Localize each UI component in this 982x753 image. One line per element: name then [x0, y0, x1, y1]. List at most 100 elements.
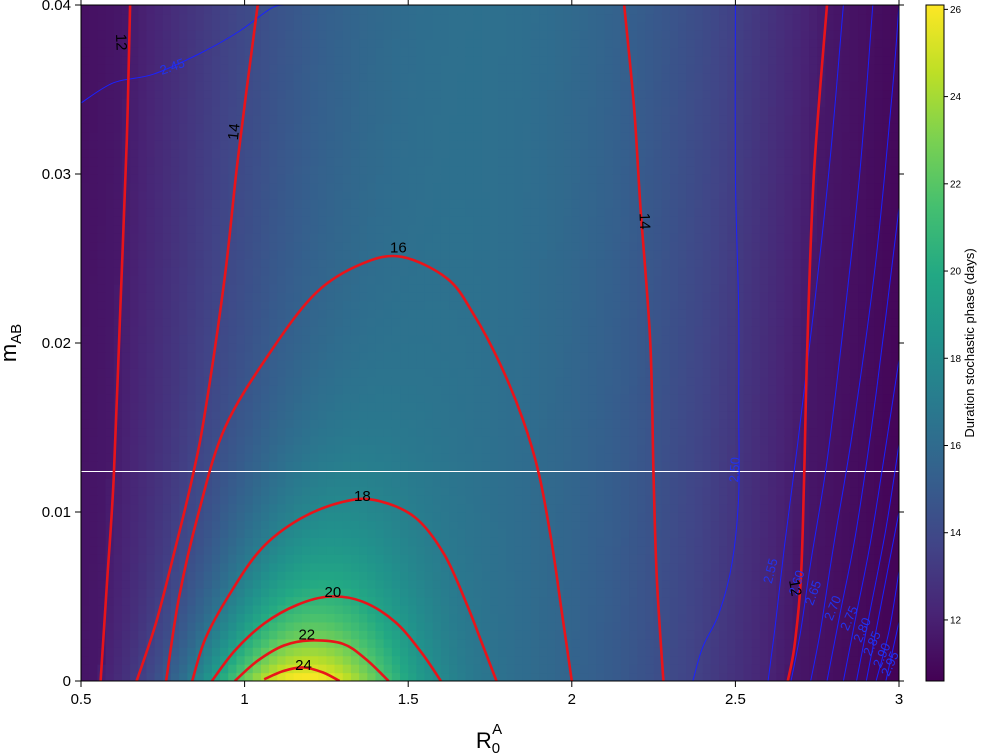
heatmap-cell: [285, 385, 295, 395]
heatmap-cell: [211, 435, 221, 445]
heatmap-cell: [449, 368, 458, 378]
heatmap-cell: [121, 503, 131, 513]
heatmap-cell: [457, 647, 467, 657]
heatmap-cell: [301, 579, 311, 589]
heatmap-cell: [514, 326, 524, 336]
heatmap-cell: [408, 520, 417, 530]
heatmap-cell: [457, 469, 467, 479]
heatmap-cell: [391, 545, 401, 555]
heatmap-cell: [481, 334, 491, 344]
heatmap-cell: [514, 444, 524, 454]
heatmap-cell: [252, 343, 262, 353]
heatmap-cell: [318, 376, 327, 386]
heatmap-cell: [555, 334, 565, 344]
heatmap-cell: [440, 199, 450, 209]
heatmap-cell: [318, 292, 327, 302]
heatmap-cell: [473, 123, 483, 133]
heatmap-cell: [530, 444, 540, 454]
heatmap-cell: [449, 241, 458, 251]
heatmap-cell: [457, 233, 467, 243]
heatmap-cell: [375, 140, 385, 150]
heatmap-cell: [359, 275, 368, 285]
heatmap-cell: [260, 5, 270, 15]
heatmap-cell: [203, 495, 213, 505]
heatmap-cell: [170, 486, 180, 496]
heatmap-cell: [350, 326, 360, 336]
heatmap-cell: [244, 309, 254, 319]
heatmap-cell: [187, 190, 197, 200]
heatmap-cell: [138, 326, 148, 336]
heatmap-cell: [432, 283, 442, 293]
heatmap-cell: [473, 97, 483, 107]
heatmap-cell: [228, 182, 238, 192]
heatmap-cell: [400, 664, 409, 674]
heatmap-cell: [432, 292, 442, 302]
heatmap-cell: [89, 123, 98, 133]
heatmap-cell: [236, 216, 246, 226]
heatmap-cell: [269, 233, 278, 243]
heatmap-cell: [269, 38, 278, 48]
heatmap-cell: [277, 72, 287, 82]
heatmap-cell: [285, 554, 295, 564]
heatmap-cell: [301, 250, 311, 260]
heatmap-cell: [334, 97, 344, 107]
heatmap-cell: [539, 140, 548, 150]
heatmap-cell: [424, 207, 434, 217]
heatmap-cell: [244, 157, 254, 167]
heatmap-cell: [350, 30, 360, 40]
heatmap-cell: [121, 579, 131, 589]
heatmap-cell: [383, 435, 393, 445]
heatmap-cell: [530, 309, 540, 319]
heatmap-cell: [514, 545, 524, 555]
heatmap-cell: [391, 528, 401, 538]
heatmap-cell: [350, 672, 360, 681]
heatmap-cell: [391, 64, 401, 74]
heatmap-cell: [260, 47, 270, 57]
heatmap-cell: [130, 469, 139, 479]
heatmap-cell: [481, 123, 491, 133]
heatmap-cell: [432, 131, 442, 141]
heatmap-cell: [179, 495, 188, 505]
heatmap-cell: [522, 647, 532, 657]
heatmap-cell: [498, 123, 507, 133]
heatmap-cell: [498, 174, 507, 184]
heatmap-cell: [400, 461, 409, 471]
heatmap-cell: [187, 21, 197, 31]
heatmap-cell: [465, 38, 475, 48]
heatmap-cell: [154, 579, 164, 589]
heatmap-cell: [301, 444, 311, 454]
heatmap-cell: [170, 216, 180, 226]
heatmap-cell: [481, 283, 491, 293]
heatmap-cell: [424, 444, 434, 454]
heatmap-cell: [260, 224, 270, 234]
heatmap-cell: [301, 393, 311, 403]
heatmap-cell: [220, 224, 229, 234]
heatmap-cell: [130, 165, 139, 175]
heatmap-cell: [318, 343, 327, 353]
heatmap-cell: [121, 275, 131, 285]
heatmap-cell: [187, 30, 197, 40]
heatmap-cell: [522, 157, 532, 167]
heatmap-cell: [236, 182, 246, 192]
heatmap-cell: [498, 140, 507, 150]
heatmap-cell: [130, 647, 139, 657]
heatmap-cell: [293, 55, 303, 65]
heatmap-cell: [220, 343, 229, 353]
heatmap-cell: [539, 21, 548, 31]
heatmap-cell: [285, 528, 295, 538]
heatmap-cell: [530, 131, 540, 141]
heatmap-cell: [408, 393, 417, 403]
heatmap-cell: [310, 157, 319, 167]
heatmap-cell: [498, 512, 507, 522]
heatmap-cell: [481, 621, 491, 631]
heatmap-cell: [277, 528, 287, 538]
heatmap-cell: [432, 571, 442, 581]
heatmap-cell: [588, 545, 597, 555]
heatmap-cell: [252, 182, 262, 192]
heatmap-cell: [277, 207, 287, 217]
heatmap-cell: [318, 621, 327, 631]
heatmap-cell: [220, 435, 229, 445]
heatmap-cell: [310, 638, 319, 648]
heatmap-cell: [391, 81, 401, 91]
heatmap-cell: [170, 47, 180, 57]
